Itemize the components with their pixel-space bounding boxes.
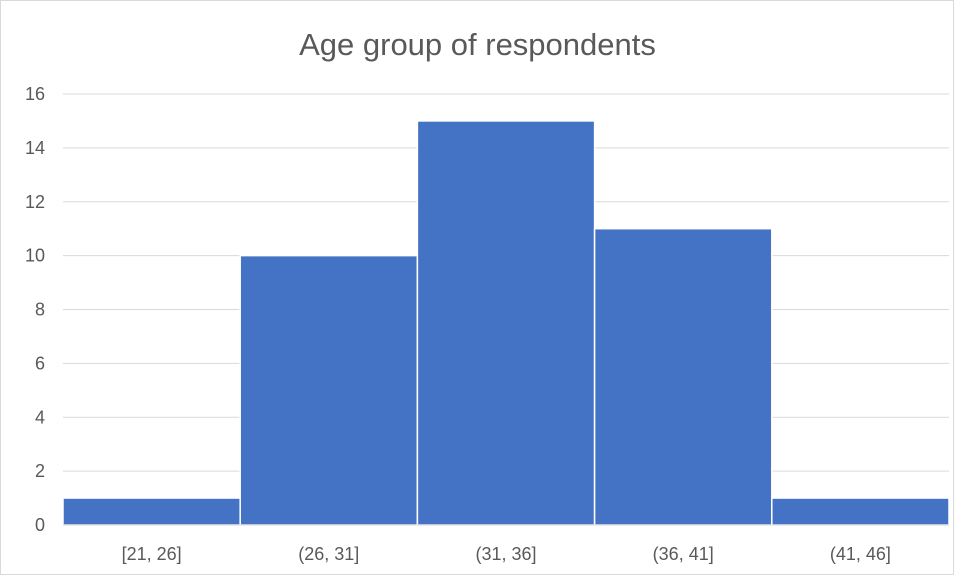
chart-title: Age group of respondents (299, 27, 656, 62)
y-axis-ticks: 0 2 4 6 8 10 12 14 16 (25, 84, 45, 535)
x-tick-label: (31, 36] (475, 544, 536, 564)
y-tick-label: 2 (35, 461, 45, 481)
x-tick-label: [21, 26] (122, 544, 182, 564)
x-axis-ticks: [21, 26] (26, 31] (31, 36] (36, 41] (41, 46] (122, 544, 891, 564)
bar (593, 227, 773, 526)
y-tick-label: 0 (35, 515, 45, 535)
x-tick-label: (36, 41] (653, 544, 714, 564)
y-tick-label: 12 (25, 192, 45, 212)
x-tick-label: (41, 46] (830, 544, 891, 564)
bar (62, 497, 241, 526)
x-tick-label: (26, 31] (298, 544, 359, 564)
y-tick-label: 16 (25, 84, 45, 104)
y-tick-label: 4 (35, 407, 45, 427)
y-tick-label: 8 (35, 300, 45, 320)
bar (239, 254, 419, 526)
bar (416, 120, 596, 526)
bar (771, 497, 950, 526)
y-tick-label: 10 (25, 246, 45, 266)
y-tick-label: 14 (25, 138, 45, 158)
y-tick-label: 6 (35, 353, 45, 373)
bars (62, 120, 950, 526)
